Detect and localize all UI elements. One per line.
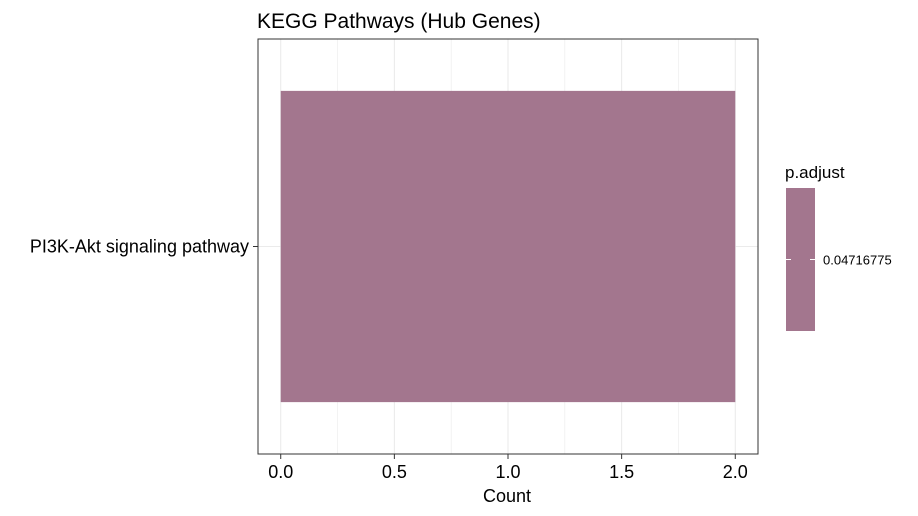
legend-tick-label: 0.04716775 (823, 253, 892, 268)
y-tick-label: PI3K-Akt signaling pathway (30, 237, 249, 257)
legend-title: p.adjust (785, 163, 845, 182)
legend: p.adjust 0.04716775 (785, 163, 892, 331)
x-tick-label: 1.0 (495, 462, 520, 482)
x-tick-label: 0.5 (382, 462, 407, 482)
x-tick-label: 2.0 (723, 462, 748, 482)
bar (280, 90, 736, 403)
x-tick-label: 0.0 (268, 462, 293, 482)
bars (280, 90, 736, 403)
y-axis: PI3K-Akt signaling pathway (30, 237, 258, 257)
x-tick-label: 1.5 (609, 462, 634, 482)
x-axis: 0.0 0.5 1.0 1.5 2.0 (268, 454, 748, 482)
legend-ticks: 0.04716775 (786, 253, 892, 268)
x-axis-label: Count (483, 486, 531, 506)
chart-title: KEGG Pathways (Hub Genes) (257, 10, 541, 33)
